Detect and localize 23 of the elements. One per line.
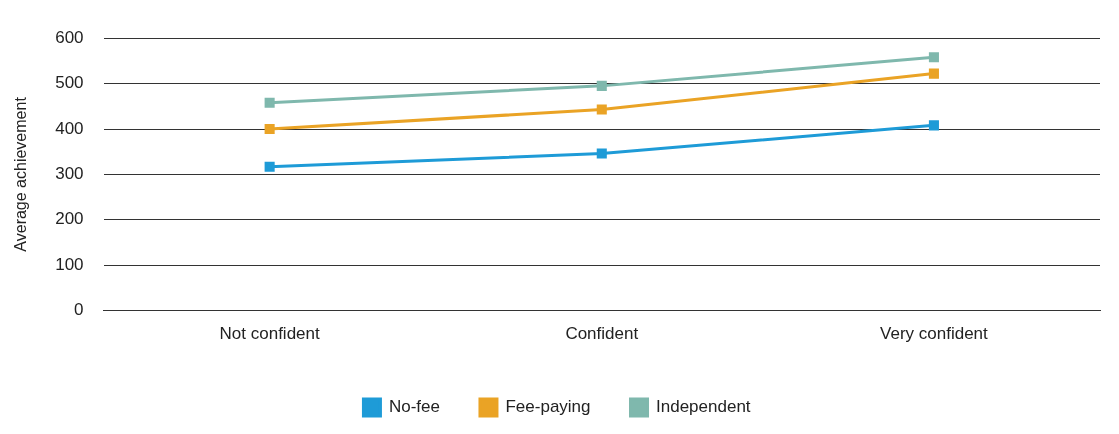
y-tick-label: 300 bbox=[55, 164, 84, 184]
legend-label: Fee-paying bbox=[505, 397, 591, 417]
y-tick-label: 400 bbox=[55, 118, 84, 138]
point bbox=[928, 52, 939, 63]
y-tick-label: 200 bbox=[55, 209, 84, 229]
legend-label: No-fee bbox=[388, 397, 440, 417]
point bbox=[928, 68, 939, 79]
point bbox=[264, 161, 275, 172]
y-tick-label: 600 bbox=[55, 27, 84, 47]
point bbox=[928, 120, 939, 131]
y-tick-label: 100 bbox=[55, 254, 84, 274]
x-tick-label: Very confident bbox=[880, 324, 989, 344]
point bbox=[596, 80, 607, 91]
legend-label: Independent bbox=[656, 397, 751, 417]
y-tick-label: 500 bbox=[55, 73, 84, 93]
point bbox=[596, 148, 607, 159]
x-tick-label: Confident bbox=[565, 324, 639, 344]
point bbox=[596, 104, 607, 115]
x-tick-label: Not confident bbox=[219, 324, 320, 344]
y-axis-title: Average achievement bbox=[12, 96, 30, 252]
y-tick-label: 0 bbox=[74, 300, 84, 320]
point bbox=[264, 97, 275, 108]
point bbox=[264, 123, 275, 135]
